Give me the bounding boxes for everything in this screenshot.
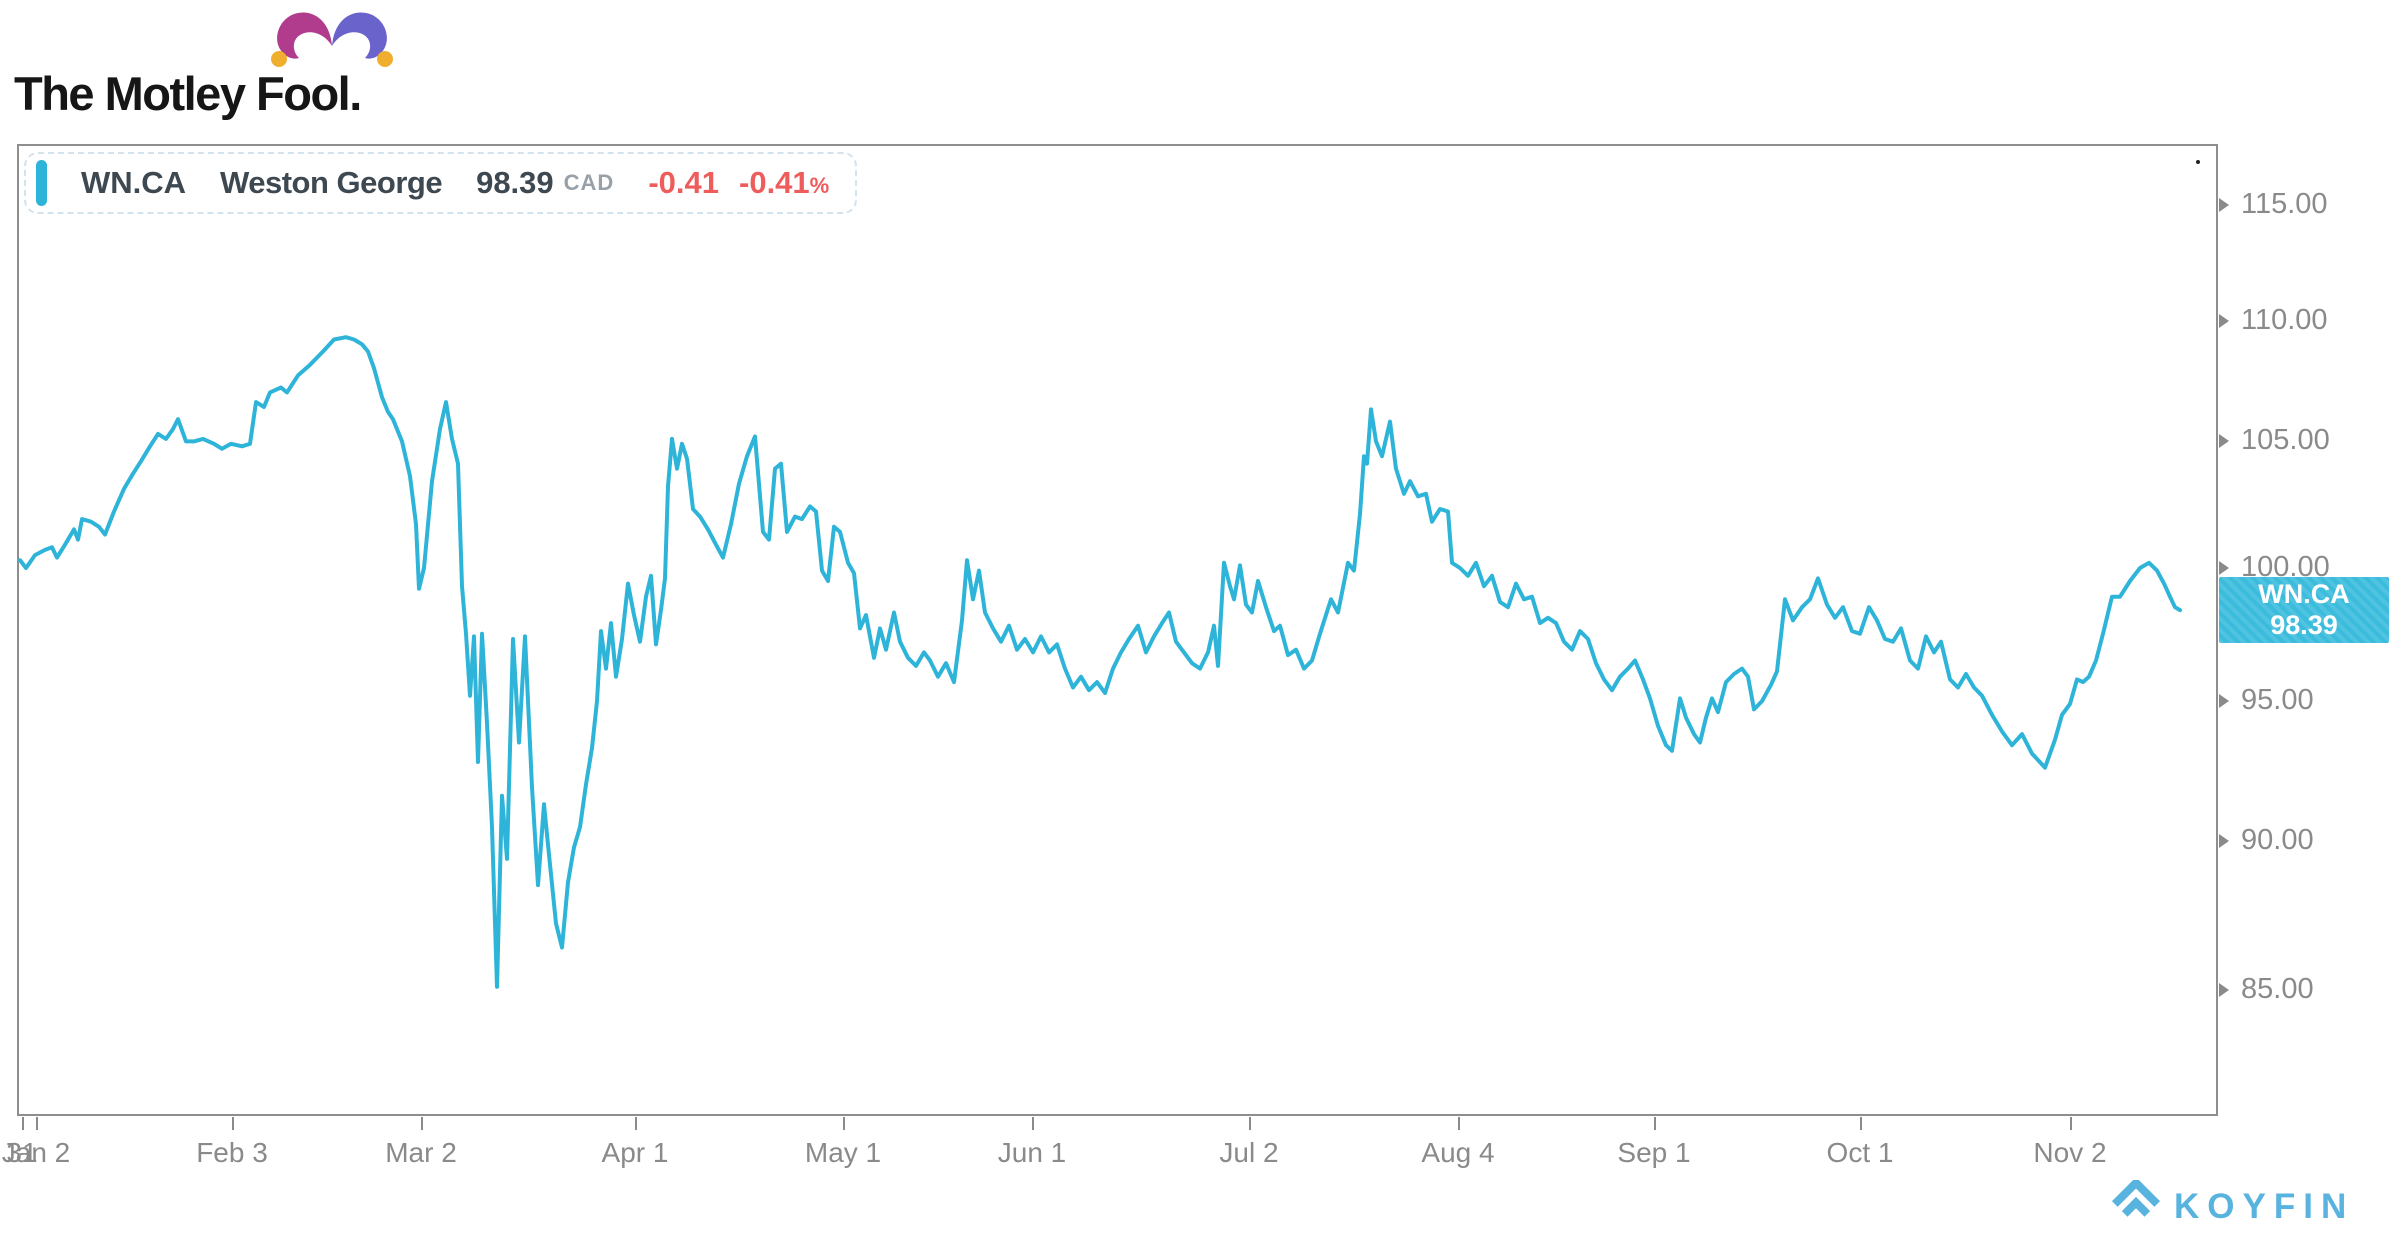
x-tick-label: Mar 2 bbox=[385, 1137, 457, 1168]
x-tick-mark bbox=[635, 1117, 637, 1130]
y-tick-label: 105.00 bbox=[2241, 424, 2330, 457]
x-tick-mark bbox=[232, 1117, 234, 1130]
x-tick-label: Aug 4 bbox=[1421, 1137, 1495, 1168]
x-tick-mark bbox=[1654, 1117, 1656, 1130]
x-tick-mark bbox=[843, 1117, 845, 1130]
x-tick-label: Jun 1 bbox=[997, 1137, 1067, 1168]
percent-sign: % bbox=[809, 173, 830, 198]
y-tick-label: 115.00 bbox=[2241, 188, 2328, 221]
y-tick-arrow bbox=[2219, 982, 2229, 997]
legend-change: -0.41 bbox=[648, 165, 719, 200]
koyfin-chevron-icon bbox=[2111, 1177, 2161, 1233]
x-tick-label: Jul 2 bbox=[1219, 1137, 1279, 1168]
price-line-series bbox=[18, 335, 2182, 989]
y-tick-arrow bbox=[2219, 694, 2229, 709]
last-price-tag: WN.CA 98.39 bbox=[2219, 577, 2389, 644]
x-tick-mark bbox=[1860, 1117, 1862, 1130]
y-tick-label: 90.00 bbox=[2241, 824, 2314, 857]
plot-frame bbox=[17, 144, 2218, 1116]
y-tick-label: 110.00 bbox=[2241, 303, 2328, 336]
legend-currency: CAD bbox=[563, 170, 615, 195]
motley-fool-jester-hat-icon bbox=[266, 6, 398, 95]
y-tick-label: 95.00 bbox=[2241, 684, 2314, 717]
x-tick-label: Sep 1 bbox=[1617, 1137, 1691, 1168]
motley-fool-logo[interactable]: The Motley Fool. bbox=[14, 67, 362, 120]
ticker-legend[interactable]: WN.CA Weston George 98.39 CAD -0.41 -0.4… bbox=[24, 152, 858, 214]
y-tick-arrow bbox=[2219, 198, 2229, 213]
legend-price: 98.39 bbox=[476, 165, 554, 200]
x-tick-label: May 1 bbox=[804, 1137, 882, 1168]
y-tick-arrow bbox=[2219, 313, 2229, 328]
legend-change-percent: -0.41% bbox=[739, 165, 830, 200]
price-tag-ticker: WN.CA bbox=[2258, 579, 2350, 610]
koyfin-logo-text: KOYFIN bbox=[2174, 1186, 2355, 1226]
y-tick-arrow bbox=[2219, 561, 2229, 575]
x-tick-mark bbox=[421, 1117, 423, 1130]
y-tick-arrow bbox=[2219, 834, 2229, 849]
price-tag-price: 98.39 bbox=[2270, 610, 2338, 641]
x-tick-label: Oct 1 bbox=[1826, 1137, 1894, 1168]
x-tick-label: Jan 2 bbox=[1, 1137, 71, 1168]
x-tick-mark bbox=[2070, 1117, 2072, 1130]
legend-ticker: WN.CA bbox=[81, 165, 187, 200]
x-tick-label: 31 bbox=[6, 1137, 38, 1168]
x-tick-mark bbox=[1032, 1117, 1034, 1130]
x-tick-label: Nov 2 bbox=[2033, 1137, 2107, 1168]
y-tick-arrow bbox=[2219, 434, 2229, 449]
y-tick-label: 85.00 bbox=[2241, 972, 2314, 1005]
chart-artifact-dot bbox=[2196, 160, 2200, 164]
legend-company-name: Weston George bbox=[220, 165, 443, 200]
x-tick-label: Feb 3 bbox=[196, 1137, 268, 1168]
koyfin-watermark[interactable]: KOYFIN bbox=[2111, 1177, 2355, 1233]
x-tick-label: Apr 1 bbox=[601, 1137, 669, 1168]
x-tick-mark bbox=[1249, 1117, 1251, 1130]
x-tick-mark bbox=[36, 1117, 38, 1130]
x-tick-mark bbox=[22, 1117, 24, 1130]
series-color-bar bbox=[36, 160, 47, 206]
x-tick-mark bbox=[1458, 1117, 1460, 1130]
